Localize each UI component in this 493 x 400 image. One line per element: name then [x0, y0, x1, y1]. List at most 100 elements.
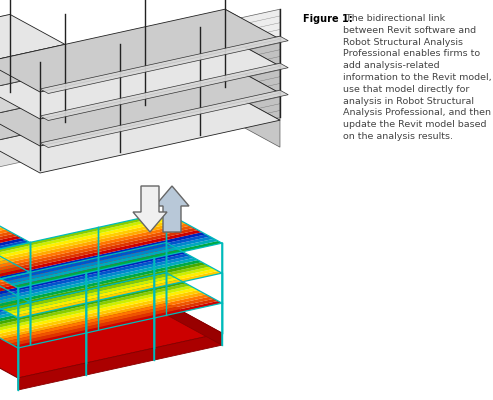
Polygon shape [0, 212, 170, 260]
Polygon shape [0, 302, 222, 378]
Polygon shape [0, 296, 22, 313]
Polygon shape [0, 292, 14, 309]
Polygon shape [40, 36, 280, 116]
Polygon shape [0, 298, 26, 315]
Polygon shape [0, 279, 182, 326]
Polygon shape [225, 63, 280, 120]
Polygon shape [14, 301, 222, 348]
Polygon shape [40, 63, 288, 120]
Text: Figure 1:: Figure 1: [303, 14, 353, 24]
Polygon shape [0, 41, 10, 86]
Polygon shape [0, 232, 14, 249]
Polygon shape [0, 288, 198, 335]
Polygon shape [0, 268, 26, 285]
Polygon shape [10, 239, 218, 286]
Polygon shape [0, 215, 174, 262]
Polygon shape [0, 286, 194, 333]
Polygon shape [0, 257, 6, 274]
Polygon shape [0, 234, 18, 251]
Polygon shape [0, 219, 182, 266]
Polygon shape [10, 299, 218, 346]
Polygon shape [6, 296, 214, 344]
Polygon shape [0, 238, 26, 255]
Polygon shape [0, 300, 30, 317]
Polygon shape [155, 186, 189, 232]
Polygon shape [6, 236, 214, 284]
Polygon shape [0, 125, 65, 170]
Polygon shape [14, 271, 222, 318]
Polygon shape [0, 245, 174, 292]
Polygon shape [0, 284, 190, 330]
Polygon shape [0, 292, 206, 339]
Polygon shape [0, 221, 186, 268]
Polygon shape [0, 242, 170, 290]
Polygon shape [0, 63, 280, 146]
Polygon shape [0, 14, 65, 62]
Polygon shape [0, 255, 2, 272]
Polygon shape [0, 290, 202, 337]
Polygon shape [225, 9, 280, 66]
Polygon shape [10, 269, 218, 316]
Polygon shape [133, 186, 167, 232]
Polygon shape [0, 289, 10, 306]
Polygon shape [0, 272, 170, 320]
Polygon shape [40, 90, 280, 170]
Polygon shape [225, 90, 280, 147]
Polygon shape [0, 262, 14, 279]
Polygon shape [166, 302, 222, 345]
Polygon shape [0, 95, 10, 140]
Polygon shape [0, 247, 178, 294]
Polygon shape [0, 275, 174, 322]
Polygon shape [0, 277, 178, 324]
Polygon shape [0, 98, 65, 143]
Polygon shape [0, 217, 178, 264]
Polygon shape [0, 68, 10, 113]
Polygon shape [0, 256, 194, 303]
Polygon shape [0, 224, 190, 270]
Polygon shape [0, 254, 190, 300]
Polygon shape [2, 234, 210, 282]
Polygon shape [0, 226, 194, 273]
Polygon shape [0, 232, 206, 279]
Polygon shape [2, 264, 210, 312]
Polygon shape [0, 230, 202, 277]
Polygon shape [0, 259, 10, 276]
Polygon shape [0, 264, 18, 281]
Polygon shape [0, 68, 65, 116]
Polygon shape [0, 260, 202, 307]
Polygon shape [0, 90, 280, 173]
Polygon shape [0, 14, 10, 59]
Polygon shape [0, 225, 2, 242]
Polygon shape [6, 266, 214, 314]
Polygon shape [225, 36, 280, 93]
Polygon shape [0, 287, 6, 304]
Polygon shape [0, 249, 182, 296]
Polygon shape [0, 281, 186, 328]
Polygon shape [0, 258, 198, 305]
Polygon shape [0, 236, 22, 253]
Polygon shape [0, 229, 10, 246]
Polygon shape [0, 266, 22, 283]
Polygon shape [0, 285, 2, 302]
Polygon shape [0, 36, 280, 119]
Polygon shape [40, 63, 280, 143]
Polygon shape [0, 41, 65, 89]
Polygon shape [40, 36, 288, 94]
Polygon shape [0, 262, 206, 309]
Polygon shape [0, 95, 65, 143]
Polygon shape [18, 333, 222, 390]
Polygon shape [0, 9, 280, 92]
Polygon shape [40, 90, 288, 148]
Polygon shape [0, 294, 18, 311]
Polygon shape [14, 241, 222, 288]
Polygon shape [0, 251, 186, 298]
Polygon shape [0, 228, 198, 275]
Polygon shape [0, 240, 30, 258]
Polygon shape [0, 71, 65, 116]
Polygon shape [0, 227, 6, 244]
Polygon shape [0, 270, 30, 287]
Polygon shape [0, 44, 65, 89]
Text: The bidirectional link
between Revit software and
Robot Structural Analysis
Prof: The bidirectional link between Revit sof… [343, 14, 492, 141]
Polygon shape [40, 9, 280, 89]
Polygon shape [2, 294, 210, 342]
